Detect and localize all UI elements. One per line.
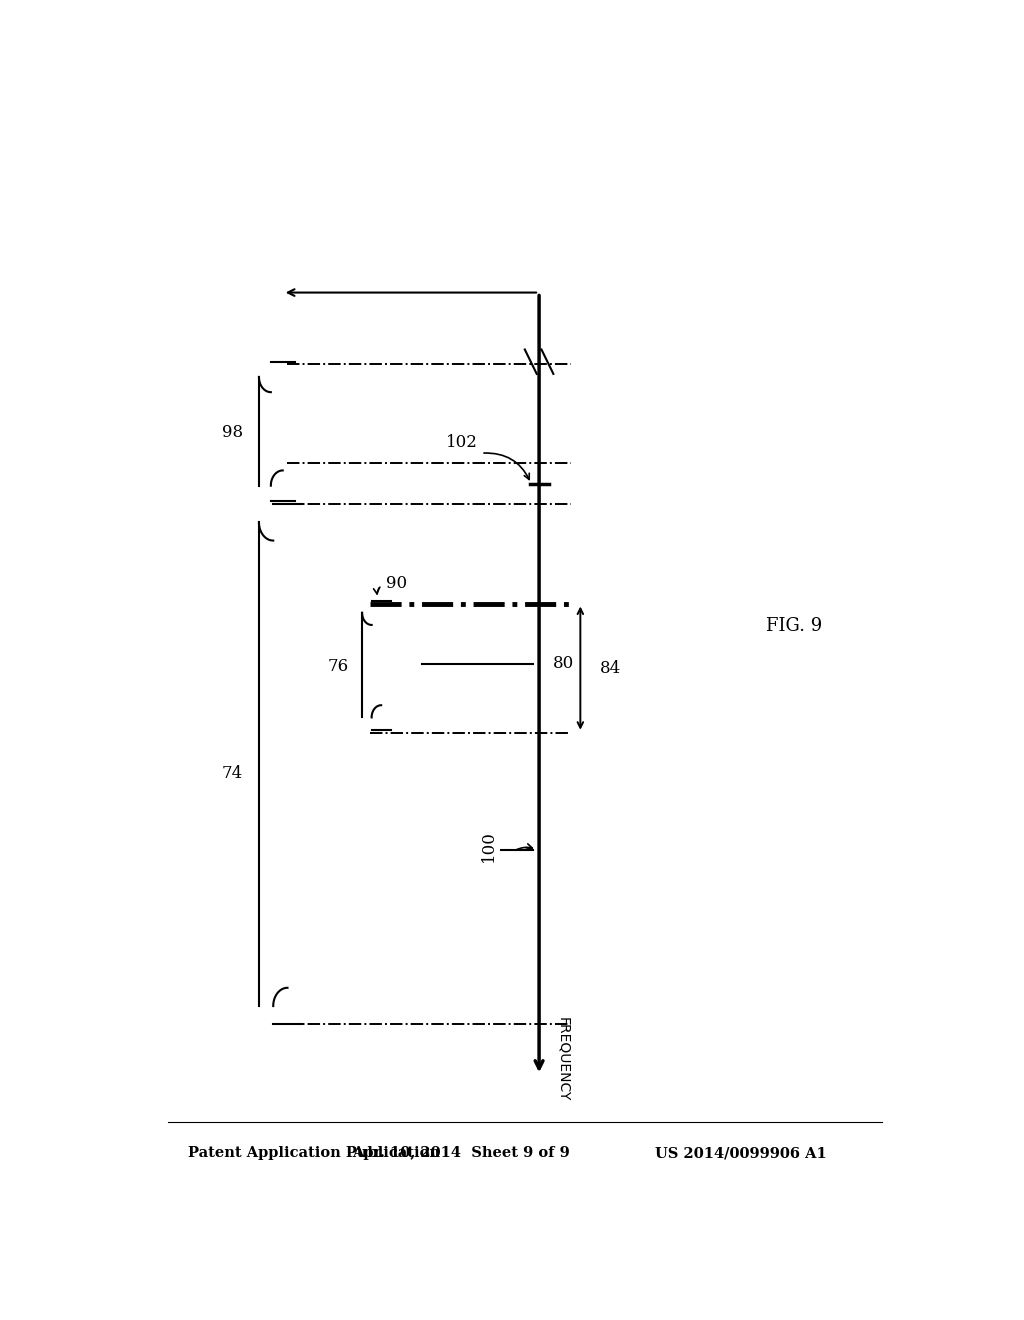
Text: Apr. 10, 2014  Sheet 9 of 9: Apr. 10, 2014 Sheet 9 of 9 [352, 1146, 570, 1160]
Text: 90: 90 [386, 576, 408, 593]
Text: 74: 74 [222, 764, 243, 781]
Text: Patent Application Publication: Patent Application Publication [187, 1146, 439, 1160]
Text: 84: 84 [600, 660, 622, 677]
Text: FIG. 9: FIG. 9 [767, 616, 822, 635]
Text: 80: 80 [553, 655, 573, 672]
Text: 102: 102 [445, 434, 477, 451]
Text: 100: 100 [480, 830, 497, 862]
Text: 98: 98 [222, 424, 243, 441]
Text: US 2014/0099906 A1: US 2014/0099906 A1 [654, 1146, 826, 1160]
Text: FREQUENCY: FREQUENCY [557, 1018, 570, 1102]
Text: 76: 76 [328, 659, 348, 675]
